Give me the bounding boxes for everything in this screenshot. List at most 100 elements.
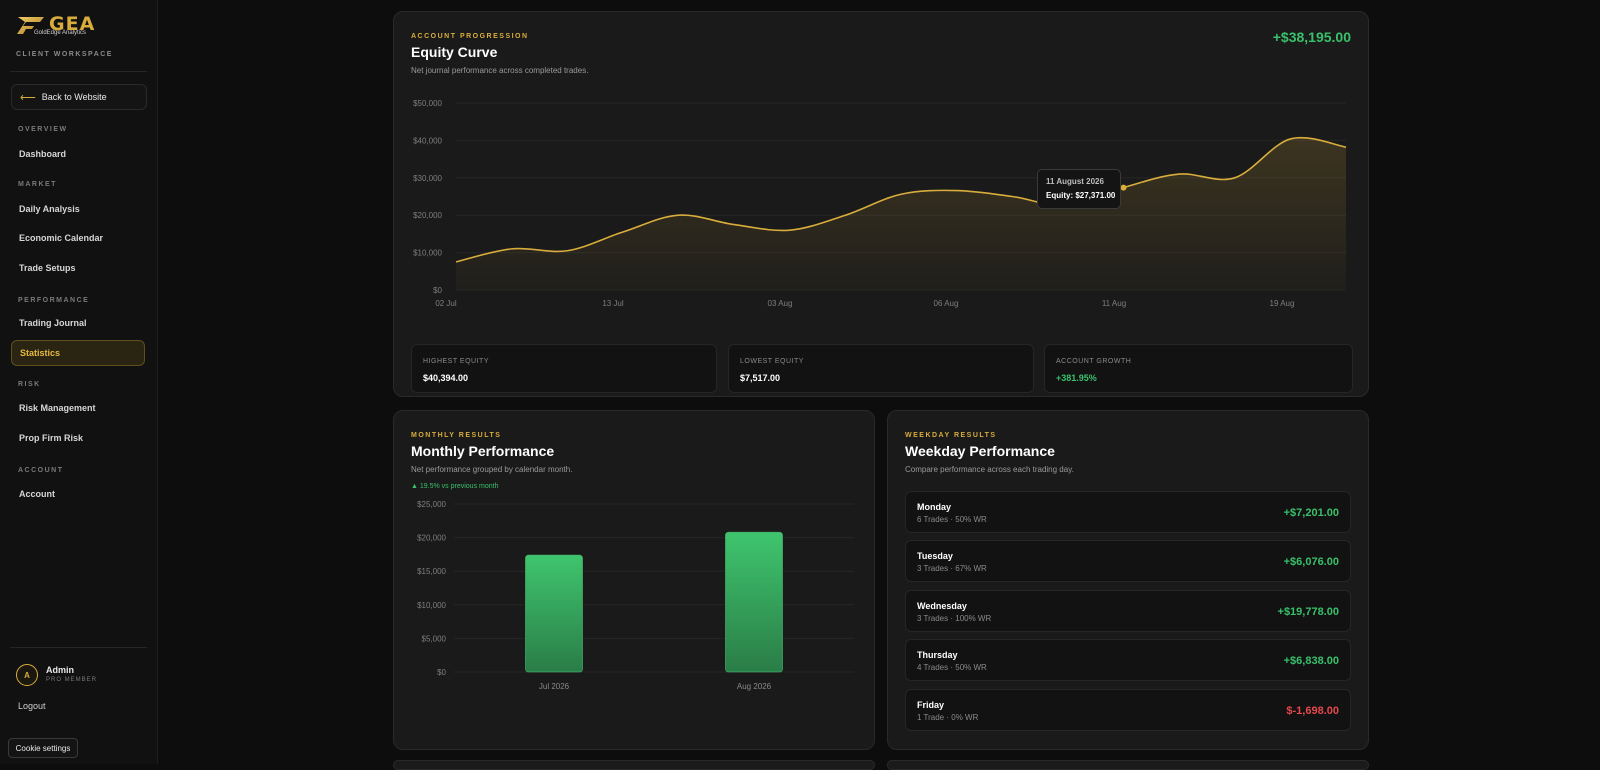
next-card xyxy=(887,760,1369,770)
weekday-name: Monday xyxy=(917,502,952,512)
y-tick-label: $5,000 xyxy=(422,634,447,643)
weekday-value: +$19,778.00 xyxy=(1277,606,1339,618)
y-tick-label: $30,000 xyxy=(413,174,442,183)
monthly-trend: ▲ 19.5% vs previous month xyxy=(411,483,499,490)
weekday-eyebrow: WEEKDAY RESULTS xyxy=(905,432,997,439)
stat-value: +381.95% xyxy=(1056,373,1097,383)
monthly-eyebrow: MONTHLY RESULTS xyxy=(411,432,502,439)
monthly-title: Monthly Performance xyxy=(411,443,555,459)
x-tick-label: 13 Jul xyxy=(602,299,624,308)
stat-label: HIGHEST EQUITY xyxy=(423,358,489,365)
x-tick-label: Jul 2026 xyxy=(539,682,570,691)
weekday-meta: 1 Trade · 0% WR xyxy=(917,713,979,722)
monthly-subtitle: Net performance grouped by calendar mont… xyxy=(411,465,573,474)
tooltip-date: 11 August 2026 xyxy=(1046,177,1104,186)
logout-link[interactable]: Logout xyxy=(18,701,46,711)
gea-logo-icon xyxy=(17,17,44,34)
bar[interactable] xyxy=(525,554,583,673)
stat-label: ACCOUNT GROWTH xyxy=(1056,358,1132,365)
weekday-subtitle: Compare performance across each trading … xyxy=(905,465,1074,474)
equity-eyebrow: ACCOUNT PROGRESSION xyxy=(411,33,529,40)
weekday-meta: 3 Trades · 67% WR xyxy=(917,564,987,573)
stat-label: LOWEST EQUITY xyxy=(740,358,804,365)
sidebar-item-economic-calendar[interactable]: Economic Calendar xyxy=(19,233,104,243)
y-tick-label: $20,000 xyxy=(413,211,442,220)
sidebar-item-account[interactable]: Account xyxy=(19,489,55,499)
back-to-website-button[interactable]: ⟵ Back to Website xyxy=(11,84,147,110)
sidebar-item-daily-analysis[interactable]: Daily Analysis xyxy=(19,204,80,214)
y-tick-label: $20,000 xyxy=(417,534,446,543)
weekday-name: Friday xyxy=(917,700,945,710)
weekday-row-monday: Monday 6 Trades · 50% WR +$7,201.00 xyxy=(905,491,1351,533)
weekday-value: +$6,838.00 xyxy=(1283,655,1339,667)
y-tick-label: $15,000 xyxy=(417,567,446,576)
weekday-meta: 4 Trades · 50% WR xyxy=(917,663,987,672)
x-tick-label: 03 Aug xyxy=(768,299,793,308)
section-performance: PERFORMANCE xyxy=(18,297,90,304)
section-risk: RISK xyxy=(18,381,41,388)
sidebar-item-trade-setups[interactable]: Trade Setups xyxy=(19,263,76,273)
cookie-settings-button[interactable]: Cookie settings xyxy=(8,738,78,758)
weekday-value: $-1,698.00 xyxy=(1286,705,1339,717)
sidebar-item-statistics[interactable]: Statistics xyxy=(11,340,145,366)
user-role: PRO MEMBER xyxy=(46,677,98,683)
user-name: Admin xyxy=(46,665,74,675)
equity-line xyxy=(455,136,1347,263)
y-tick-label: $50,000 xyxy=(413,99,442,108)
stat-lowest-equity: LOWEST EQUITY $7,517.00 xyxy=(728,344,1034,393)
weekday-row-wednesday: Wednesday 3 Trades · 100% WR +$19,778.00 xyxy=(905,590,1351,632)
brand-tagline: GoldEdge Analytics xyxy=(34,30,87,36)
weekday-name: Wednesday xyxy=(917,601,967,611)
weekday-name: Tuesday xyxy=(917,551,953,561)
avatar: A xyxy=(16,664,38,686)
monthly-chart: $0 $5,000 $10,000 $15,000 $20,000 $25,000 Jul … xyxy=(417,500,854,691)
x-tick-label: 02 Jul xyxy=(435,299,457,308)
y-tick-label: $25,000 xyxy=(417,500,446,509)
equity-subtitle: Net journal performance across completed… xyxy=(411,66,589,75)
brand-logo[interactable]: GEA GoldEdge Analytics xyxy=(16,13,106,40)
y-tick-label: $10,000 xyxy=(417,601,446,610)
weekday-row-tuesday: Tuesday 3 Trades · 67% WR +$6,076.00 xyxy=(905,540,1351,582)
divider xyxy=(10,647,147,648)
section-market: MARKET xyxy=(18,181,57,188)
sidebar-item-risk-management[interactable]: Risk Management xyxy=(19,403,96,413)
next-card xyxy=(393,760,875,770)
bar[interactable] xyxy=(725,531,783,673)
weekday-performance-card: WEEKDAY RESULTS Weekday Performance Comp… xyxy=(887,410,1369,750)
x-tick-label: 11 Aug xyxy=(1102,299,1126,308)
y-tick-label: $40,000 xyxy=(413,136,442,145)
stat-value: $40,394.00 xyxy=(423,373,469,383)
stat-account-growth: ACCOUNT GROWTH +381.95% xyxy=(1044,344,1353,393)
equity-area xyxy=(456,137,1346,290)
stat-highest-equity: HIGHEST EQUITY $40,394.00 xyxy=(411,344,717,393)
weekday-value: +$7,201.00 xyxy=(1283,507,1339,519)
x-tick-label: 06 Aug xyxy=(934,299,959,308)
divider xyxy=(10,71,147,72)
section-account: ACCOUNT xyxy=(18,467,64,474)
weekday-value: +$6,076.00 xyxy=(1283,556,1339,568)
brand-name: GEA xyxy=(49,13,96,35)
user-profile[interactable]: A Admin PRO MEMBER xyxy=(16,664,146,688)
weekday-meta: 3 Trades · 100% WR xyxy=(917,614,992,623)
y-tick-label: $10,000 xyxy=(413,249,442,258)
equity-total: +$38,195.00 xyxy=(1272,29,1351,45)
sidebar-item-dashboard[interactable]: Dashboard xyxy=(19,149,67,159)
weekday-name: Thursday xyxy=(917,650,958,660)
sidebar-item-trading-journal[interactable]: Trading Journal xyxy=(19,318,87,328)
back-to-website-label: Back to Website xyxy=(41,92,107,102)
workspace-label: CLIENT WORKSPACE xyxy=(16,51,113,58)
equity-curve-card: ACCOUNT PROGRESSION Equity Curve Net jou… xyxy=(393,11,1369,397)
y-tick-label: $0 xyxy=(433,286,442,295)
monthly-performance-card: MONTHLY RESULTS Monthly Performance Net … xyxy=(393,410,875,750)
equity-tooltip: 11 August 2026 Equity: $27,371.00 xyxy=(1037,169,1121,209)
sidebar: GEA GoldEdge Analytics CLIENT WORKSPACE … xyxy=(0,0,158,764)
weekday-title: Weekday Performance xyxy=(905,443,1055,459)
section-overview: OVERVIEW xyxy=(18,126,68,133)
arrow-left-icon: ⟵ xyxy=(20,91,36,104)
sidebar-item-prop-firm-risk[interactable]: Prop Firm Risk xyxy=(19,433,84,443)
weekday-row-thursday: Thursday 4 Trades · 50% WR +$6,838.00 xyxy=(905,639,1351,681)
stat-value: $7,517.00 xyxy=(740,373,781,383)
weekday-row-friday: Friday 1 Trade · 0% WR $-1,698.00 xyxy=(905,689,1351,731)
equity-hover-point[interactable] xyxy=(1120,184,1127,191)
x-tick-label: 19 Aug xyxy=(1270,299,1295,308)
